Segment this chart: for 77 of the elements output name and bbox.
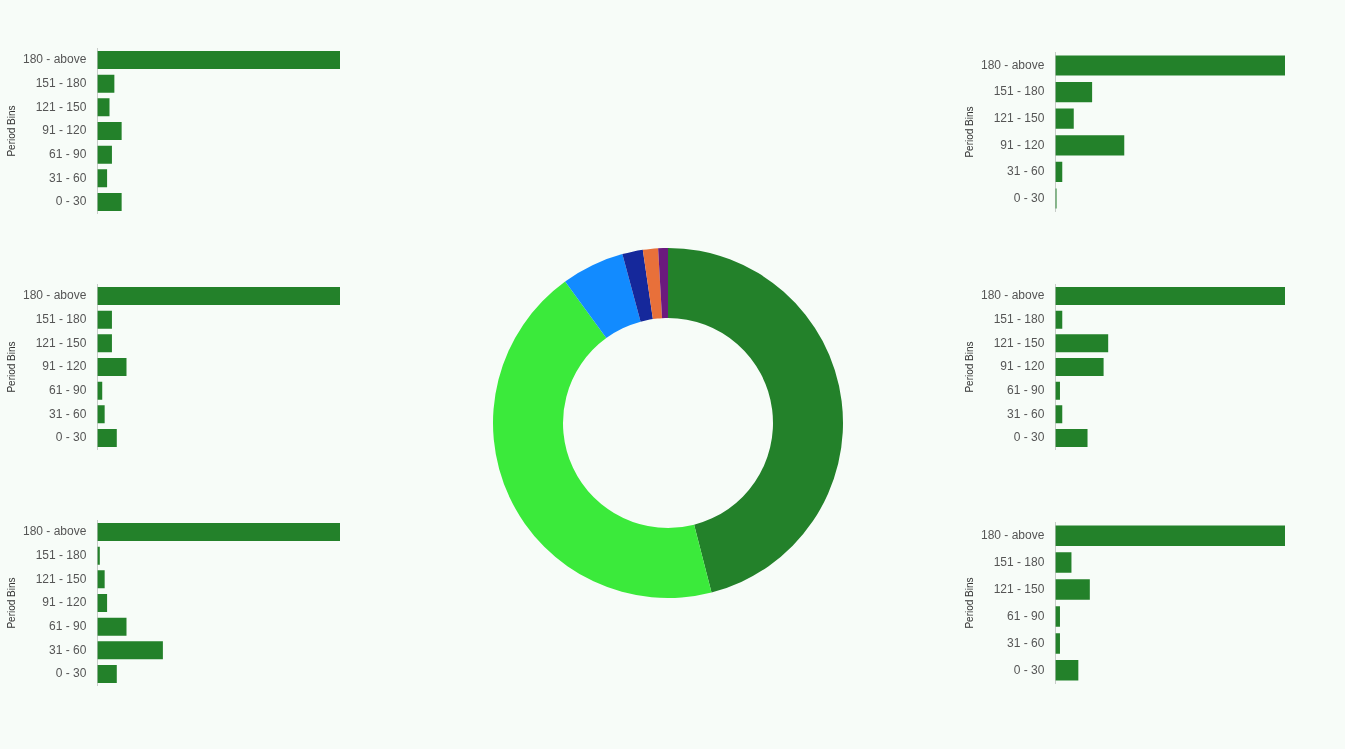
y-tick-label: 0 - 30: [55, 430, 87, 445]
y-tick-label: 180 - above: [980, 288, 1045, 303]
y-tick-label: 31 - 60: [1007, 164, 1045, 179]
y-tick-label: 91 - 120: [42, 123, 87, 138]
y-tick-label: 31 - 60: [49, 642, 87, 657]
bar: [97, 98, 110, 117]
y-tick-label: 0 - 30: [1013, 662, 1045, 677]
y-tick-label: 31 - 60: [49, 170, 87, 185]
bar: [1055, 358, 1104, 376]
bar: [97, 51, 340, 70]
bar: [1055, 428, 1088, 447]
y-tick-label: 91 - 120: [1000, 359, 1045, 374]
y-tick-label: 61 - 90: [1007, 382, 1045, 397]
y-axis-title: Period Bins: [5, 577, 17, 629]
y-axis-title: Period Bins: [963, 106, 975, 158]
y-tick-label: 151 - 180: [35, 312, 87, 326]
bar: [1055, 660, 1079, 681]
bar: [97, 641, 163, 660]
y-tick-label: 91 - 120: [42, 359, 87, 374]
y-tick-label: 121 - 150: [35, 571, 87, 586]
y-tick-label: 121 - 150: [35, 99, 87, 114]
y-tick-label: 121 - 150: [993, 581, 1045, 596]
y-tick-label: 180 - above: [22, 524, 87, 539]
bar: [97, 122, 122, 140]
y-tick-label: 180 - above: [22, 288, 87, 303]
bar: [97, 405, 105, 424]
bar: [97, 334, 112, 353]
bar: [97, 523, 340, 542]
y-tick-label: 91 - 120: [1000, 137, 1045, 152]
bar: [97, 169, 108, 188]
y-tick-label: 31 - 60: [1007, 406, 1045, 421]
y-tick-label: 61 - 90: [1007, 608, 1045, 623]
bar: [97, 664, 117, 683]
y-tick-label: 121 - 150: [993, 111, 1045, 126]
y-axis-title: Period Bins: [963, 341, 975, 393]
y-tick-label: 121 - 150: [993, 335, 1045, 350]
bar: [1055, 579, 1090, 600]
bar: [1055, 552, 1072, 573]
y-tick-label: 0 - 30: [55, 194, 87, 209]
bar: [1055, 55, 1285, 76]
bar: [1055, 108, 1074, 129]
y-tick-label: 180 - above: [980, 57, 1045, 72]
bar: [1055, 334, 1109, 353]
y-tick-label: 180 - above: [980, 527, 1045, 542]
y-tick-label: 31 - 60: [1007, 635, 1045, 650]
bar: [97, 617, 127, 636]
y-tick-label: 61 - 90: [49, 382, 87, 397]
bar: [97, 310, 112, 329]
bar: [1055, 287, 1285, 306]
y-tick-label: 0 - 30: [1013, 430, 1045, 445]
y-tick-label: 151 - 180: [35, 548, 87, 562]
bar: [97, 428, 117, 447]
bar: [1055, 81, 1093, 103]
bar: [97, 358, 127, 376]
y-tick-label: 151 - 180: [993, 554, 1045, 569]
y-tick-label: 121 - 150: [35, 335, 87, 350]
y-tick-label: 180 - above: [22, 52, 87, 67]
bar: [97, 287, 340, 306]
bar: [97, 145, 112, 164]
bar: [97, 74, 115, 93]
y-tick-label: 151 - 180: [993, 84, 1045, 99]
bar: [1055, 135, 1125, 156]
bar: [97, 594, 108, 612]
y-tick-label: 151 - 180: [35, 76, 87, 90]
y-axis-title: Period Bins: [5, 341, 17, 393]
bar: [97, 192, 122, 211]
y-tick-label: 0 - 30: [1013, 190, 1045, 205]
y-tick-label: 91 - 120: [42, 595, 87, 610]
bar: [97, 570, 105, 589]
y-tick-label: 0 - 30: [55, 666, 87, 681]
bar: [1055, 525, 1285, 546]
y-axis-title: Period Bins: [5, 105, 17, 157]
y-tick-label: 61 - 90: [49, 146, 87, 161]
y-tick-label: 61 - 90: [49, 618, 87, 633]
y-axis-title: Period Bins: [963, 577, 975, 629]
y-tick-label: 151 - 180: [993, 312, 1045, 326]
y-tick-label: 31 - 60: [49, 406, 87, 421]
